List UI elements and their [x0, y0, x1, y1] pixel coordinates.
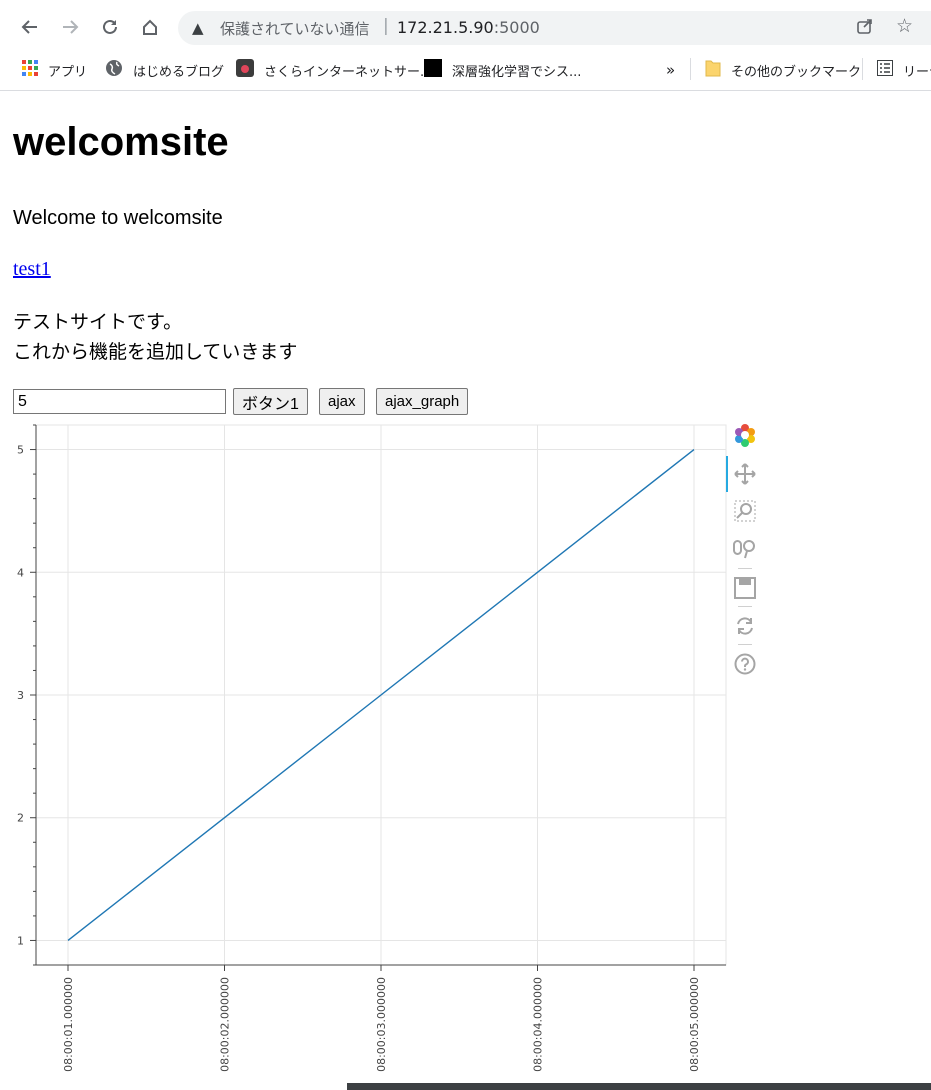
toolbar-separator	[738, 568, 752, 569]
button1[interactable]: ボタン1	[233, 388, 308, 415]
warning-icon[interactable]: ▲	[192, 19, 204, 37]
help-icon[interactable]	[733, 652, 757, 676]
bookmark-deeprl[interactable]: 深層強化学習でシス...	[424, 59, 582, 81]
line-chart[interactable]: 1 2 3 4 5 08:00:01.000000 08:00:02.000000 08:00…	[0, 422, 740, 1090]
tick-labels: 1 2 3 4 5 08:00:01.000000 08:00:02.000000 08:00…	[17, 444, 701, 1072]
save-icon[interactable]	[733, 576, 757, 600]
wheel-zoom-icon[interactable]	[733, 537, 757, 561]
x-tick-label: 08:00:02.000000	[219, 977, 232, 1072]
overflow-chevron-icon: »	[666, 61, 676, 79]
forward-button[interactable]	[55, 12, 85, 42]
page-left-edge	[0, 91, 4, 1090]
globe-icon	[105, 59, 123, 81]
home-icon	[143, 19, 157, 35]
folder-icon	[705, 59, 721, 81]
bookmark-label: アプリ	[48, 64, 88, 80]
reload-icon	[103, 19, 117, 34]
pan-icon[interactable]	[733, 462, 757, 486]
bookmark-label: リーデ	[903, 64, 931, 80]
y-tick-label: 3	[17, 689, 24, 702]
bokeh-logo-icon[interactable]	[733, 423, 757, 447]
x-tick-label: 08:00:05.000000	[688, 977, 701, 1072]
axes	[30, 424, 726, 971]
url-text[interactable]: 172.21.5.90:5000	[397, 18, 540, 37]
y-tick-label: 5	[17, 444, 24, 457]
share-icon[interactable]	[856, 17, 874, 40]
bookmark-label: その他のブックマーク	[731, 64, 862, 80]
taskbar-strip	[347, 1083, 931, 1090]
back-arrow-icon	[21, 20, 37, 34]
y-tick-label: 1	[17, 934, 24, 947]
url-separator: |	[383, 16, 389, 36]
series-line	[67, 448, 695, 942]
number-input[interactable]	[13, 389, 226, 414]
address-bar[interactable]: ▲ 保護されていない通信 | 172.21.5.90:5000 ☆	[178, 11, 931, 45]
bookmark-sakura[interactable]: さくらインターネットサー...	[236, 59, 433, 81]
bookmark-label: はじめるブログ	[133, 64, 225, 80]
url-port: :5000	[493, 18, 540, 37]
bookmark-star-icon[interactable]: ☆	[896, 15, 914, 37]
x-tick-label: 08:00:03.000000	[375, 977, 388, 1072]
description-line-2: これから機能を追加していきます	[13, 341, 298, 363]
apps-grid-icon	[22, 60, 38, 80]
ajax-button[interactable]: ajax	[319, 388, 365, 415]
description-line-1: テストサイトです。	[13, 311, 183, 333]
bookmark-label: さくらインターネットサー...	[264, 64, 433, 80]
series	[67, 448, 695, 942]
url-host: 172.21.5.90	[397, 18, 494, 37]
box-zoom-icon[interactable]	[733, 499, 757, 523]
bookmark-blog[interactable]: はじめるブログ	[105, 60, 224, 80]
bookmark-apps[interactable]: アプリ	[22, 60, 87, 80]
toolbar-separator	[738, 644, 752, 645]
bookmark-divider	[862, 58, 863, 80]
black-square-icon	[424, 59, 442, 81]
reading-list-icon	[877, 60, 893, 80]
other-bookmarks[interactable]: その他のブックマーク	[705, 60, 861, 80]
page-title: welcomsite	[13, 120, 229, 164]
ajax-graph-button[interactable]: ajax_graph	[376, 388, 469, 415]
forward-arrow-icon	[63, 20, 79, 34]
home-button[interactable]	[135, 12, 165, 42]
sakura-icon	[236, 59, 254, 81]
reload-button[interactable]	[95, 12, 125, 42]
security-label: 保護されていない通信	[220, 20, 370, 38]
x-tick-label: 08:00:04.000000	[532, 977, 545, 1072]
reset-icon[interactable]	[733, 614, 757, 638]
x-tick-label: 08:00:01.000000	[62, 977, 75, 1072]
test1-link[interactable]: test1	[13, 258, 51, 280]
bookmark-divider	[690, 58, 691, 80]
reading-list[interactable]: リーデ	[877, 60, 931, 80]
y-tick-label: 4	[17, 566, 24, 579]
back-button[interactable]	[15, 12, 45, 42]
welcome-text: Welcome to welcomsite	[13, 207, 223, 229]
y-tick-label: 2	[17, 812, 24, 825]
bookmark-label: 深層強化学習でシス...	[452, 64, 582, 80]
browser-chrome: ▲ 保護されていない通信 | 172.21.5.90:5000 ☆ アプリ はじ…	[0, 0, 931, 91]
active-tool-indicator	[726, 456, 728, 492]
toolbar-separator	[738, 606, 752, 607]
bookmarks-overflow[interactable]: »	[666, 60, 675, 80]
